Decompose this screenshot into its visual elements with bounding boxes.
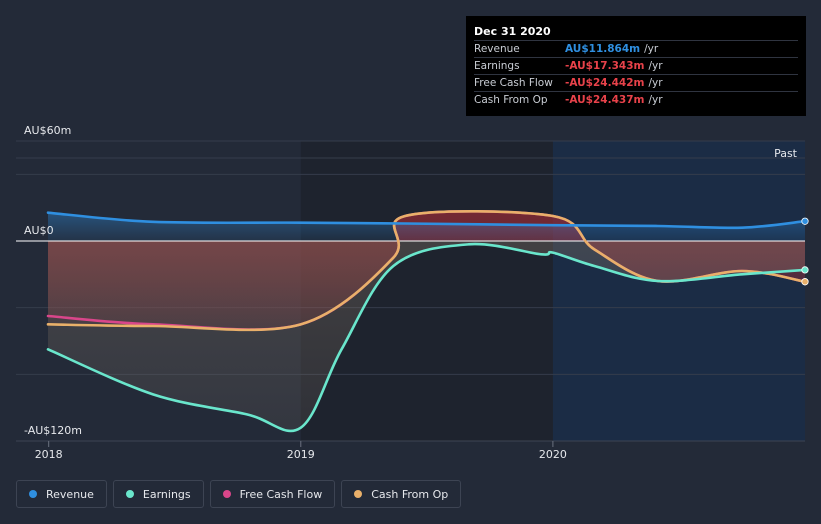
tooltip-label: Free Cash Flow <box>474 77 553 89</box>
y-tick-top: AU$60m <box>24 124 71 137</box>
earnings-end-point <box>801 266 809 274</box>
tooltip-label: Cash From Op <box>474 94 548 106</box>
tooltip-row-cash-from-op: Cash From Op -AU$24.437m/yr <box>474 91 798 108</box>
x-tick-label-2018: 2018 <box>35 448 63 461</box>
end-markers <box>801 217 809 286</box>
legend-item-cash-from-op[interactable]: Cash From Op <box>341 480 462 508</box>
tooltip-label: Earnings <box>474 60 520 72</box>
tooltip-row-revenue: Revenue AU$11.864m/yr <box>474 40 798 57</box>
legend-label: Revenue <box>46 487 94 501</box>
legend-item-earnings[interactable]: Earnings <box>112 480 204 508</box>
revenue-area <box>48 212 805 241</box>
legend-dot-icon <box>29 490 37 498</box>
tooltip-row-earnings: Earnings -AU$17.343m/yr <box>474 57 798 74</box>
x-tick-label-2020: 2020 <box>539 448 567 461</box>
tooltip-value: AU$11.864m <box>565 43 641 55</box>
legend-label: Earnings <box>142 487 191 501</box>
legend-label: Cash From Op <box>371 487 449 501</box>
tooltip-row-free-cash-flow: Free Cash Flow -AU$24.442m/yr <box>474 74 798 91</box>
past-label: Past <box>774 147 798 160</box>
tooltip-value: -AU$24.442m <box>565 77 645 89</box>
cash-from-op-end-point <box>801 278 809 286</box>
past-region-shading <box>552 141 805 441</box>
legend-label: Free Cash Flow <box>239 487 323 501</box>
x-axis: 2018 2019 2020 <box>16 440 805 461</box>
legend-item-revenue[interactable]: Revenue <box>16 480 107 508</box>
earnings-line <box>46 242 805 433</box>
tooltip-label: Revenue <box>474 43 520 55</box>
legend-dot-icon <box>222 490 231 498</box>
earnings-area <box>48 241 805 431</box>
series-lines <box>46 210 805 433</box>
revenue-end-point <box>801 217 809 225</box>
legend-dot-icon <box>354 490 363 498</box>
legend-dot-icon <box>125 490 134 498</box>
y-tick-bottom: -AU$120m <box>24 424 82 437</box>
tooltip-unit: /yr <box>648 77 663 89</box>
legend: Revenue Earnings Free Cash Flow Cash From O… <box>16 480 462 508</box>
legend-item-free-cash-flow[interactable]: Free Cash Flow <box>209 480 336 508</box>
tooltip-unit: /yr <box>644 43 659 55</box>
y-tick-zero: AU$0 <box>24 224 54 237</box>
tooltip-value: -AU$24.437m <box>565 94 645 106</box>
tooltip-panel: Dec 31 2020 Revenue AU$11.864m/yr Earnings… <box>466 16 806 116</box>
x-tick-label-2019: 2019 <box>287 448 315 461</box>
revenue-line <box>46 211 805 230</box>
tooltip-date: Dec 31 2020 <box>474 25 551 38</box>
tooltip-unit: /yr <box>648 60 663 72</box>
tooltip-unit: /yr <box>648 94 663 106</box>
tooltip-value: -AU$17.343m <box>565 60 645 72</box>
series-areas <box>48 211 805 431</box>
